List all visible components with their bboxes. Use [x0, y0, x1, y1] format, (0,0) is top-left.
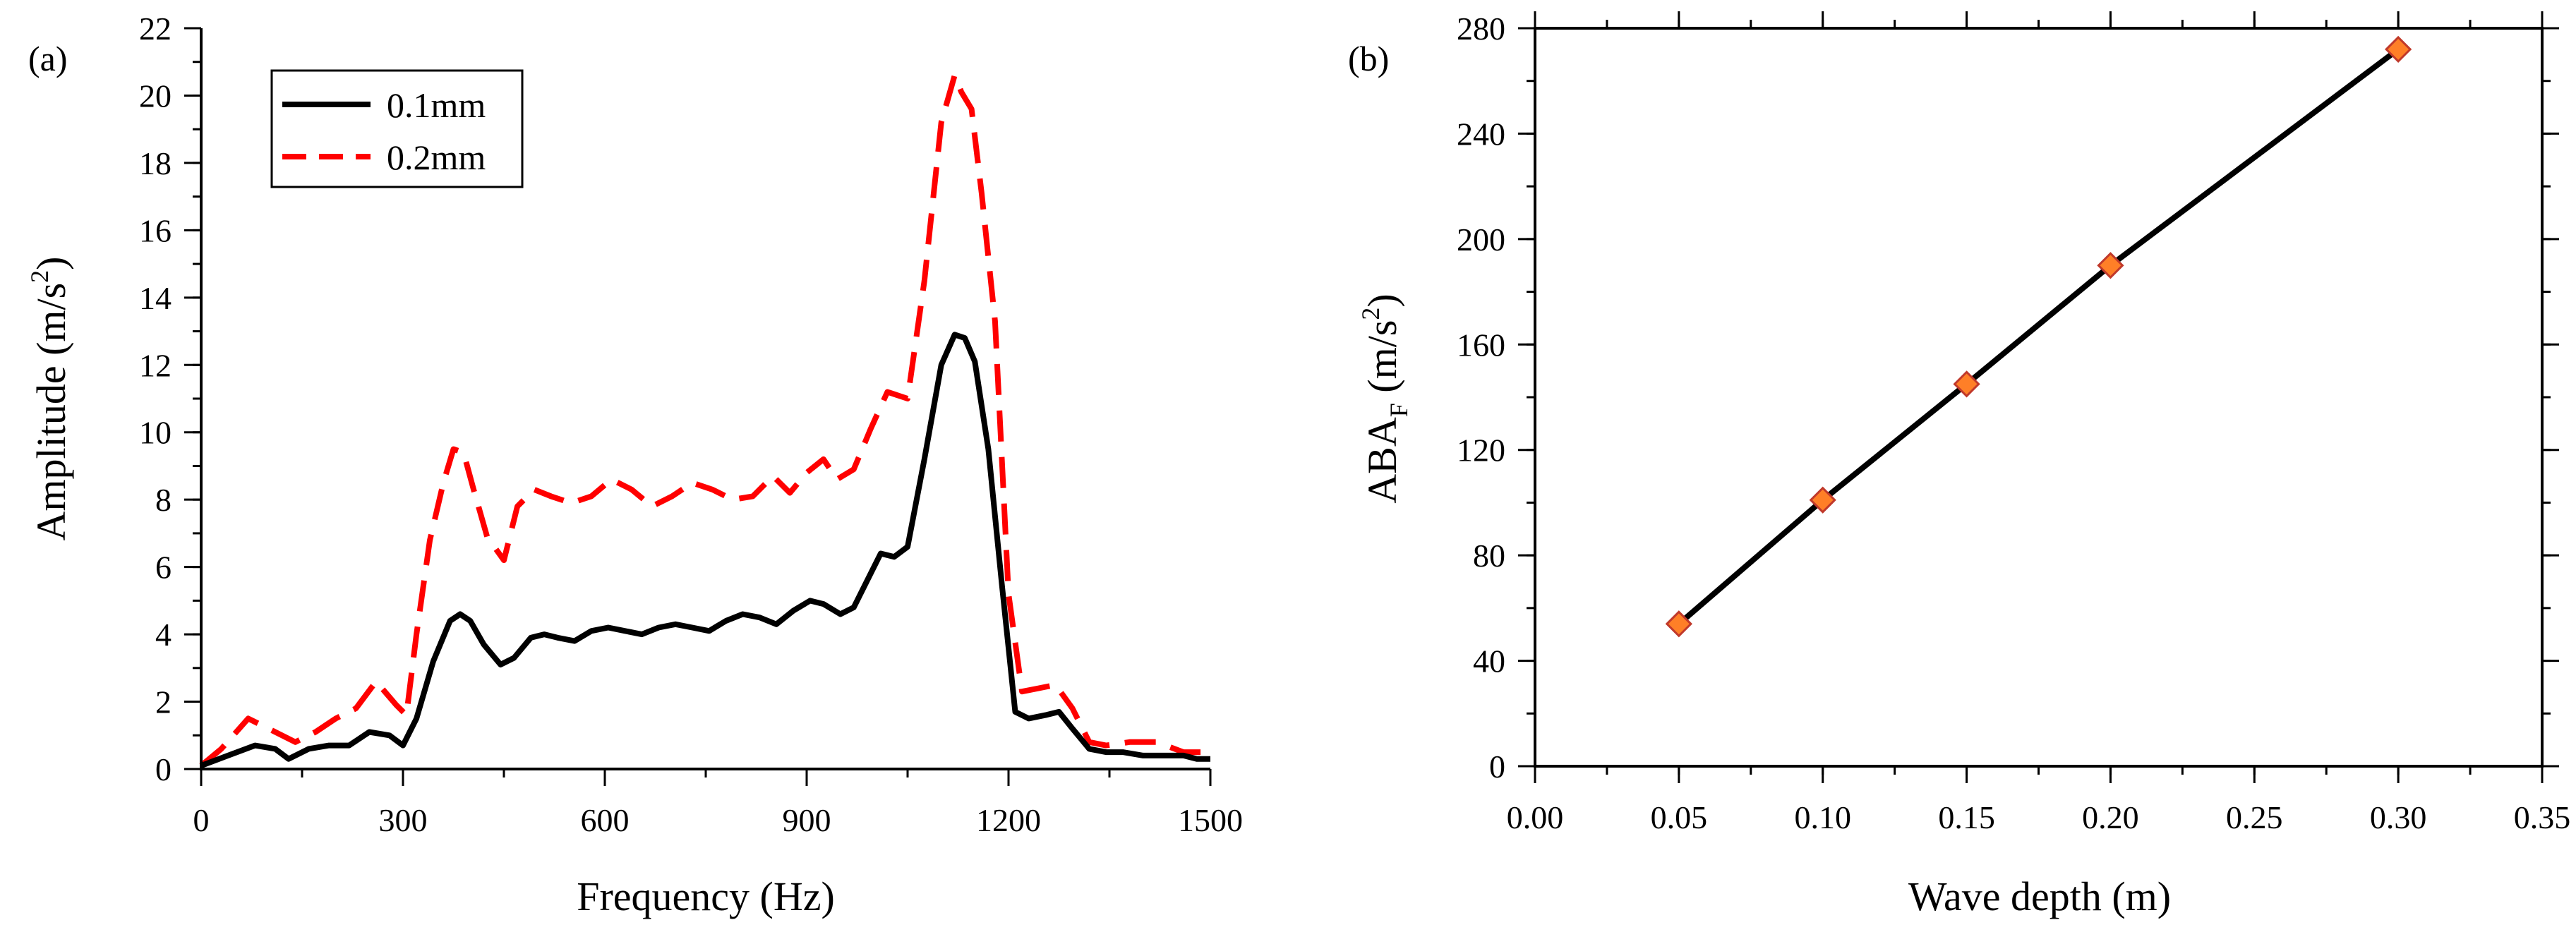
panel-b-axes	[1534, 27, 2544, 768]
y-tick-label: 0	[1489, 749, 1505, 785]
x-tick-label: 0.05	[1651, 799, 1708, 835]
panel-b-y-title-sub: F	[1385, 403, 1413, 417]
series-line-0-2mm	[199, 72, 1213, 768]
panel-b-x-axis-title: Wave depth (m)	[1908, 873, 2171, 919]
y-tick-label: 16	[139, 212, 171, 248]
x-tick-label: 1200	[976, 802, 1041, 838]
x-tick-label: 0.10	[1794, 799, 1851, 835]
panel-b-chart: (b) 0.00 0.05 0.10 0.15 0.20 0.25 0.30 0.35 0 40…	[1348, 11, 2570, 919]
legend-label-0-2mm: 0.2mm	[387, 138, 486, 177]
data-point-marker	[1953, 370, 1980, 398]
x-tick-label: 0.25	[2226, 799, 2283, 835]
data-point-marker	[1809, 486, 1836, 514]
panel-b-y-title-close: )	[1359, 293, 1405, 307]
panel-a-x-tick-labels: 0 300 600 900 1200 1500	[193, 802, 1244, 838]
data-point-marker	[1665, 610, 1692, 638]
y-tick-label: 18	[139, 145, 171, 181]
panel-a-x-axis-title: Frequency (Hz)	[577, 873, 835, 919]
x-tick-label: 900	[783, 802, 831, 838]
panel-b-label: (b)	[1348, 39, 1389, 78]
x-tick-label: 0.00	[1507, 799, 1564, 835]
y-tick-label: 4	[155, 617, 171, 653]
x-tick-label: 0.35	[2514, 799, 2571, 835]
panel-b-y-axis-title: ABAF (m/s2)	[1356, 293, 1413, 503]
y-tick-label: 2	[155, 684, 171, 720]
x-tick-label: 1500	[1178, 802, 1243, 838]
y-tick-label: 10	[139, 415, 171, 451]
x-tick-label: 600	[581, 802, 630, 838]
x-tick-label: 300	[379, 802, 428, 838]
panel-a-y-title-close: )	[28, 256, 74, 270]
panel-a-y-title-sup: 2	[25, 270, 54, 283]
panel-a-legend: 0.1mm 0.2mm	[270, 69, 524, 188]
panel-a-series	[199, 72, 1213, 768]
y-tick-label: 240	[1457, 116, 1505, 152]
panel-b-y-title-rest: (m/s	[1359, 320, 1405, 404]
panel-a-axes	[200, 28, 1210, 770]
y-tick-label: 14	[139, 280, 171, 316]
y-tick-label: 80	[1473, 538, 1505, 574]
series-line-aba-f	[1677, 47, 2400, 627]
panel-b-y-title-main: ABA	[1359, 417, 1405, 504]
y-tick-label: 6	[155, 550, 171, 586]
panel-b-series	[1665, 35, 2412, 638]
y-tick-label: 160	[1457, 327, 1505, 363]
x-tick-label: 0	[193, 802, 210, 838]
y-tick-label: 120	[1457, 432, 1505, 468]
legend-box	[270, 69, 524, 188]
x-tick-label: 0.20	[2082, 799, 2139, 835]
panel-a-chart: (a) 0 300 600 900 1200 1500 02468101214161820…	[25, 11, 1243, 919]
y-tick-label: 280	[1457, 11, 1505, 47]
y-tick-label: 22	[139, 11, 171, 47]
panel-a-y-tick-labels: 0 2 4 6 8 10 12 14 16 18 20 22	[139, 11, 171, 787]
y-tick-label: 8	[155, 482, 171, 518]
panel-b-y-title-sup: 2	[1356, 308, 1385, 320]
panel-a-y-axis-title: Amplitude (m/s2)	[25, 256, 74, 540]
y-tick-label: 40	[1473, 643, 1505, 679]
y-tick-label: 200	[1457, 222, 1505, 258]
y-tick-label: 20	[139, 78, 171, 114]
x-tick-label: 0.30	[2370, 799, 2427, 835]
y-tick-label: 0	[155, 751, 171, 787]
panel-b-ticks	[1518, 11, 2559, 783]
x-tick-label: 0.15	[1938, 799, 1995, 835]
panel-b-x-tick-labels: 0.00 0.05 0.10 0.15 0.20 0.25 0.30 0.35	[1507, 799, 2571, 835]
data-point-marker	[2385, 35, 2412, 63]
series-line-0-1mm	[200, 332, 1210, 768]
y-tick-label: 12	[139, 347, 171, 383]
panel-b-y-tick-labels: 0 40 80 120 160 200 240 280	[1457, 11, 1505, 785]
data-point-marker	[2097, 252, 2124, 279]
panel-a-y-title-main: Amplitude (m/s	[28, 283, 74, 541]
panel-a-label: (a)	[28, 39, 68, 78]
legend-label-0-1mm: 0.1mm	[387, 85, 486, 125]
